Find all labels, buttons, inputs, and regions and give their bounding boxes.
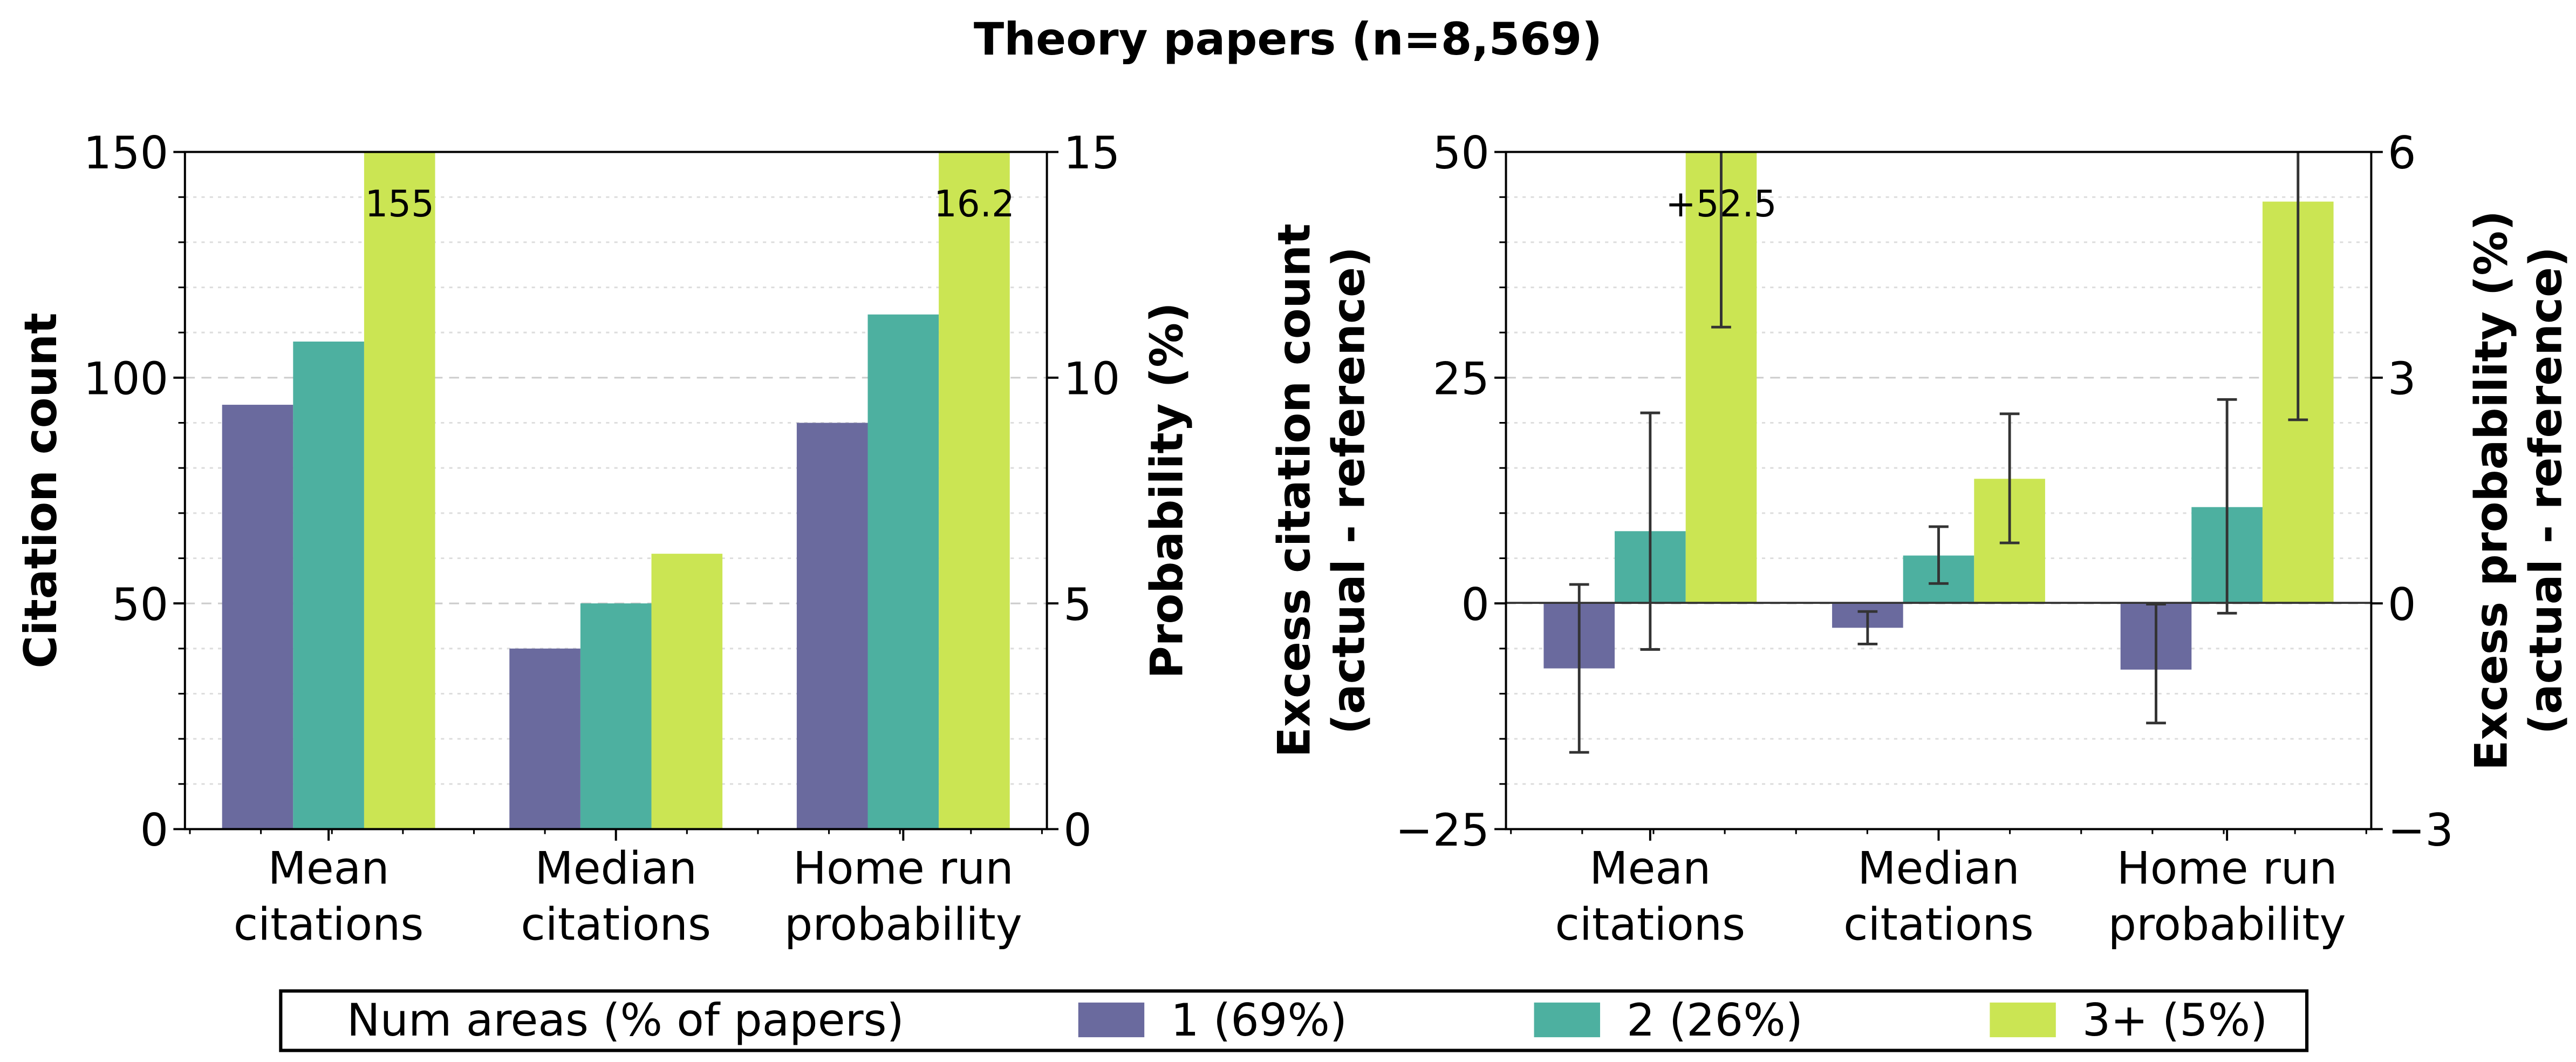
y-right-tick-label: 10 [1063, 353, 1120, 405]
y-tick-label: 0 [140, 805, 169, 856]
right-axis-ticks: −25 0 25 50 −3 0 3 6 [1396, 127, 2454, 856]
category-label: Mean [268, 842, 390, 894]
category-label: probability [784, 899, 1022, 951]
category-label: probability [2108, 899, 2346, 951]
right-right-axis-title-line2: (actual - reference) [2520, 247, 2572, 734]
category-label: citations [1555, 899, 1745, 951]
left-bars: 155 16.2 [222, 152, 1015, 829]
y-tick-label: 0 [1461, 579, 1489, 631]
bar [509, 648, 580, 829]
category-label: Home run [2117, 842, 2338, 894]
bar [939, 152, 1010, 829]
right-plot-frame [1505, 151, 2373, 830]
y-right-tick-label: 0 [1063, 805, 1092, 856]
bar [293, 341, 364, 829]
right-right-axis-title-line1: Excess probability (%) [2465, 210, 2517, 771]
bar [796, 423, 868, 829]
legend-swatch-1 [1078, 1002, 1145, 1038]
bar [867, 314, 939, 829]
legend-label-1: 1 (69%) [1171, 995, 1347, 1046]
right-error-bars [1569, 152, 2308, 754]
y-right-tick-label: 15 [1063, 127, 1120, 179]
right-gridlines [1506, 196, 2372, 785]
legend-swatch-3 [1990, 1002, 2056, 1038]
right-y-axis-title-line1: Excess citation count [1268, 223, 1320, 757]
bar-value-annotation: 155 [365, 183, 434, 225]
y-tick-label: 50 [1433, 127, 1489, 179]
y-tick-label: −25 [1396, 805, 1489, 856]
category-label: citations [234, 899, 424, 951]
legend-title: Num areas (% of papers) [347, 995, 904, 1046]
category-label: Median [535, 842, 697, 894]
category-label: Home run [793, 842, 1014, 894]
bar-value-annotation: 16.2 [934, 183, 1015, 225]
left-y-axis-title: Citation count [15, 312, 67, 668]
bar [364, 152, 435, 829]
category-label: citations [521, 899, 711, 951]
figure-title: Theory papers (n=8,569) [974, 13, 1602, 65]
bar [580, 603, 652, 829]
y-tick-label: 100 [83, 353, 168, 405]
legend-frame [279, 989, 2309, 1052]
y-right-tick-label: 0 [2388, 579, 2416, 631]
legend-label-3: 3+ (5%) [2082, 995, 2268, 1046]
y-right-tick-label: 3 [2388, 353, 2416, 405]
y-right-tick-label: −3 [2388, 805, 2454, 856]
legend: Num areas (% of papers) 1 (69%) 2 (26%) … [279, 989, 2309, 1052]
category-label: citations [1843, 899, 2034, 951]
right-y-axis-title-line2: (actual - reference) [1323, 247, 1375, 734]
category-label: Mean [1589, 842, 1711, 894]
right-bars: +52.5 [1543, 152, 2334, 670]
left-right-axis-title: Probability (%) [1142, 302, 1193, 678]
y-tick-label: 25 [1433, 353, 1489, 405]
bar [651, 554, 723, 829]
legend-label-2: 2 (26%) [1627, 995, 1803, 1046]
legend-swatch-2 [1534, 1002, 1601, 1038]
bar [222, 405, 293, 829]
y-tick-label: 50 [112, 579, 168, 631]
y-right-tick-label: 5 [1063, 579, 1092, 631]
category-label: Median [1857, 842, 2020, 894]
left-axis-ticks: 0 50 100 150 0 5 10 15 [83, 127, 1120, 856]
y-tick-label: 150 [83, 127, 168, 179]
y-right-tick-label: 6 [2388, 127, 2416, 179]
